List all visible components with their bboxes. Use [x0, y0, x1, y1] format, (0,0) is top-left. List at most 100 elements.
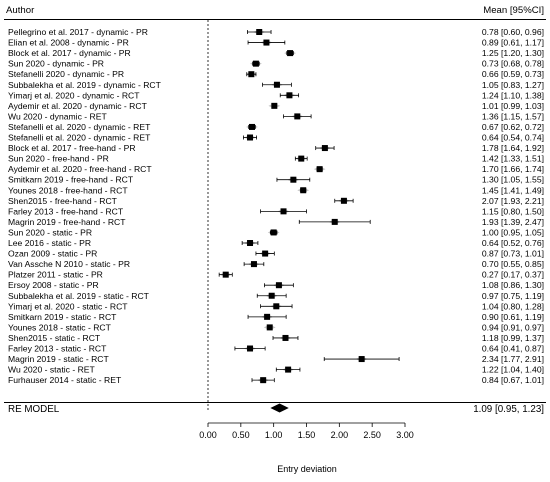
study-ci-text: 0.78 [0.60, 0.96]	[482, 27, 544, 37]
study-ci-text: 0.84 [0.67, 1.01]	[482, 375, 544, 385]
study-row: Aydemir et al. 2020 - dynamic - RCT 1.01 …	[8, 101, 544, 111]
study-label: Sun 2020 - free-hand - PR	[8, 154, 109, 164]
study-label: Wu 2020 - static - RET	[8, 365, 96, 375]
study-point-estimate	[331, 218, 338, 225]
study-ci-text: 1.04 [0.80, 1.28]	[482, 301, 544, 311]
study-row: Subbalekha et al. 2019 - dynamic - RCT 1.…	[8, 80, 544, 90]
study-ci-text: 0.27 [0.17, 0.37]	[482, 270, 544, 280]
study-ci-text: 0.90 [0.61, 1.19]	[482, 312, 544, 322]
study-point-estimate	[298, 155, 305, 162]
study-row: Wu 2020 - static - RET 1.22 [1.04, 1.40]	[8, 365, 544, 375]
study-row: Block et al. 2017 - dynamic - PR 1.25 [1.…	[8, 48, 544, 58]
study-label: Subbalekha et al. 2019 - static - RCT	[8, 291, 150, 301]
study-point-estimate	[275, 282, 282, 289]
study-point-estimate	[247, 240, 254, 246]
study-row: Smitkarn 2019 - static - RCT 0.90 [0.61, …	[8, 312, 544, 322]
summary-diamond	[270, 403, 289, 413]
x-tick-label: 3.00	[396, 430, 414, 440]
study-label: Block et al. 2017 - free-hand - PR	[8, 143, 136, 153]
study-point-estimate	[321, 145, 328, 152]
study-row: Sun 2020 - static - PR 1.00 [0.95, 1.05]	[8, 227, 544, 237]
study-label: Subbalekha et al. 2019 - dynamic - RCT	[8, 80, 162, 90]
study-point-estimate	[300, 187, 307, 194]
study-point-estimate	[250, 261, 257, 268]
study-ci-text: 0.64 [0.52, 0.76]	[482, 238, 544, 248]
study-label: Stefanelli et al. 2020 - dynamic - RET	[8, 122, 151, 132]
summary-label: RE MODEL	[8, 404, 60, 415]
study-ci-text: 1.42 [1.33, 1.51]	[482, 154, 544, 164]
study-ci-text: 0.64 [0.41, 0.87]	[482, 344, 544, 354]
x-tick-label: 2.00	[331, 430, 349, 440]
study-label: Smitkarn 2019 - static - RCT	[8, 312, 117, 322]
study-point-estimate	[282, 334, 289, 341]
study-ci-text: 0.97 [0.75, 1.19]	[482, 291, 544, 301]
study-ci-text: 0.66 [0.59, 0.73]	[482, 69, 544, 79]
study-ci-text: 0.89 [0.61, 1.17]	[482, 38, 544, 48]
study-label: Shen2015 - free-hand - RCT	[8, 196, 118, 206]
study-row: Sun 2020 - free-hand - PR 1.42 [1.33, 1.5…	[8, 154, 544, 164]
x-tick-label: 1.00	[265, 430, 283, 440]
study-row: Farley 2013 - static - RCT 0.64 [0.41, 0.…	[8, 344, 544, 354]
study-ci-text: 1.30 [1.05, 1.55]	[482, 175, 544, 185]
study-row: Sun 2020 - dynamic - PR 0.73 [0.68, 0.78]	[8, 59, 544, 69]
study-point-estimate	[280, 208, 287, 215]
study-ci-text: 1.01 [0.99, 1.03]	[482, 101, 544, 111]
study-row: Furhauser 2014 - static - RET 0.84 [0.67,…	[8, 375, 544, 385]
study-label: Block et al. 2017 - dynamic - PR	[8, 48, 131, 58]
study-ci-text: 0.67 [0.62, 0.72]	[482, 122, 544, 132]
study-ci-text: 1.45 [1.41, 1.49]	[482, 185, 544, 195]
study-row: Stefanelli 2020 - dynamic - PR 0.66 [0.59…	[8, 69, 544, 79]
study-ci-text: 1.70 [1.66, 1.74]	[482, 164, 544, 174]
study-row: Shen2015 - static - RCT 1.18 [0.99, 1.37]	[8, 333, 544, 343]
x-axis: 0.00 0.50 1.00 1.50 2.00 2.50 3.00	[199, 422, 414, 440]
study-ci-text: 2.07 [1.93, 2.21]	[482, 196, 544, 206]
study-row: Ozan 2009 - static - PR 0.87 [0.73, 1.01]	[8, 249, 544, 259]
x-tick-label: 1.50	[298, 430, 316, 440]
study-row: Lee 2016 - static - PR 0.64 [0.52, 0.76]	[8, 238, 544, 248]
study-row: Stefanelli et al. 2020 - dynamic - RET 0.…	[8, 133, 544, 143]
study-point-estimate	[340, 197, 347, 204]
study-row: Smitkarn 2019 - free-hand - RCT 1.30 [1.0…	[8, 175, 544, 185]
study-point-estimate	[270, 229, 277, 236]
study-point-estimate	[285, 366, 292, 373]
study-label: Pellegrino et al. 2017 - dynamic - PR	[8, 27, 148, 37]
study-ci-text: 1.18 [0.99, 1.37]	[482, 333, 544, 343]
study-label: Shen2015 - static - RCT	[8, 333, 101, 343]
study-row: Younes 2018 - static - RCT 0.94 [0.91, 0.…	[8, 322, 544, 332]
study-label: Sun 2020 - static - PR	[8, 227, 92, 237]
study-row: Wu 2020 - dynamic - RET 1.36 [1.15, 1.57]	[8, 111, 544, 121]
study-row: Elian et al. 2008 - dynamic - PR 0.89 [0.…	[8, 38, 544, 48]
study-ci-text: 1.78 [1.64, 1.92]	[482, 143, 544, 153]
study-point-estimate	[263, 39, 270, 46]
study-label: Stefanelli et al. 2020 - dynamic - RET	[8, 133, 151, 143]
study-ci-text: 1.93 [1.39, 2.47]	[482, 217, 544, 227]
study-label: Lee 2016 - static - PR	[8, 238, 91, 248]
study-label: Platzer 2011 - static - PR	[8, 270, 103, 280]
study-point-estimate	[287, 50, 294, 57]
study-ci-text: 0.70 [0.55, 0.85]	[482, 259, 544, 269]
study-point-estimate	[294, 113, 301, 120]
summary-row: RE MODEL 1.09 [0.95, 1.23]	[8, 403, 544, 415]
summary-ci-text: 1.09 [0.95, 1.23]	[473, 404, 544, 415]
x-tick-label: 2.50	[363, 430, 381, 440]
study-ci-text: 2.34 [1.77, 2.91]	[482, 354, 544, 364]
study-row: Ersoy 2008 - static - PR 1.08 [0.86, 1.30…	[8, 280, 544, 290]
study-label: Farley 2013 - static - RCT	[8, 344, 107, 354]
study-ci-text: 1.24 [1.10, 1.38]	[482, 90, 544, 100]
study-ci-text: 1.22 [1.04, 1.40]	[482, 365, 544, 375]
study-label: Ozan 2009 - static - PR	[8, 249, 97, 259]
study-label: Younes 2018 - static - RCT	[8, 322, 112, 332]
study-point-estimate	[248, 123, 255, 130]
study-row: Van Assche N 2010 - static - PR 0.70 [0.5…	[8, 259, 544, 269]
study-point-estimate	[247, 134, 254, 141]
study-row: Shen2015 - free-hand - RCT 2.07 [1.93, 2.…	[8, 196, 544, 206]
study-ci-text: 0.73 [0.68, 0.78]	[482, 59, 544, 69]
study-row: Block et al. 2017 - free-hand - PR 1.78 […	[8, 143, 544, 153]
x-tick-label: 0.00	[199, 430, 217, 440]
study-ci-text: 1.08 [0.86, 1.30]	[482, 280, 544, 290]
study-label: Yimarj et al. 2020 - dynamic - RCT	[8, 90, 140, 100]
study-rows: Pellegrino et al. 2017 - dynamic - PR 0.7…	[8, 27, 544, 385]
study-row: Stefanelli et al. 2020 - dynamic - RET 0.…	[8, 122, 544, 132]
study-ci-text: 0.64 [0.54, 0.74]	[482, 133, 544, 143]
